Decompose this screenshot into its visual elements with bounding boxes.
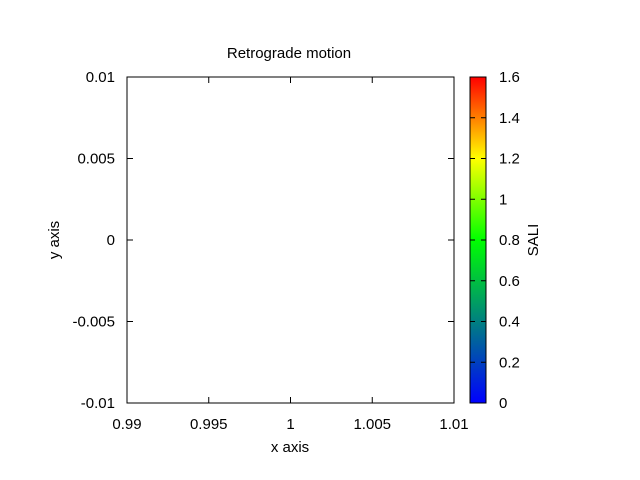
plot-area [126,76,455,404]
y-tick-label: 0 [107,232,115,249]
colorbar-tick-label: 1.4 [499,110,520,127]
colorbar-tick-label: 0.6 [499,273,520,290]
y-tick-label: 0.01 [86,69,115,86]
y-axis-label: y axis [46,221,63,259]
colorbar-tick-label: 0.2 [499,354,520,371]
colorbar-tick-label: 0.8 [499,232,520,249]
x-tick-label: 1.01 [439,416,468,433]
colorbar-ticks: 0 0.2 0.4 0.6 0.8 1 1.2 1.4 1.6 [470,69,520,412]
x-axis-label: x axis [271,439,309,456]
colorbar-tick-label: 0 [499,395,507,412]
y-tick-label: -0.005 [72,314,115,331]
colorbar-label: SALI [525,224,542,257]
y-tick-label: -0.01 [81,395,115,412]
y-ticks: -0.01 -0.005 0 0.005 0.01 [72,69,454,412]
x-tick-label: 0.99 [112,416,141,433]
colorbar-tick-label: 1 [499,191,507,208]
colorbar-tick-label: 1.2 [499,151,520,168]
x-tick-label: 0.995 [190,416,228,433]
x-tick-label: 1.005 [353,416,391,433]
colorbar-tick-label: 0.4 [499,314,520,331]
colorbar-tick-label: 1.6 [499,69,520,86]
chart-title: Retrograde motion [227,45,351,62]
x-tick-label: 1 [286,416,294,433]
y-tick-label: 0.005 [77,151,115,168]
x-ticks: 0.99 0.995 1 1.005 1.01 [112,77,469,433]
